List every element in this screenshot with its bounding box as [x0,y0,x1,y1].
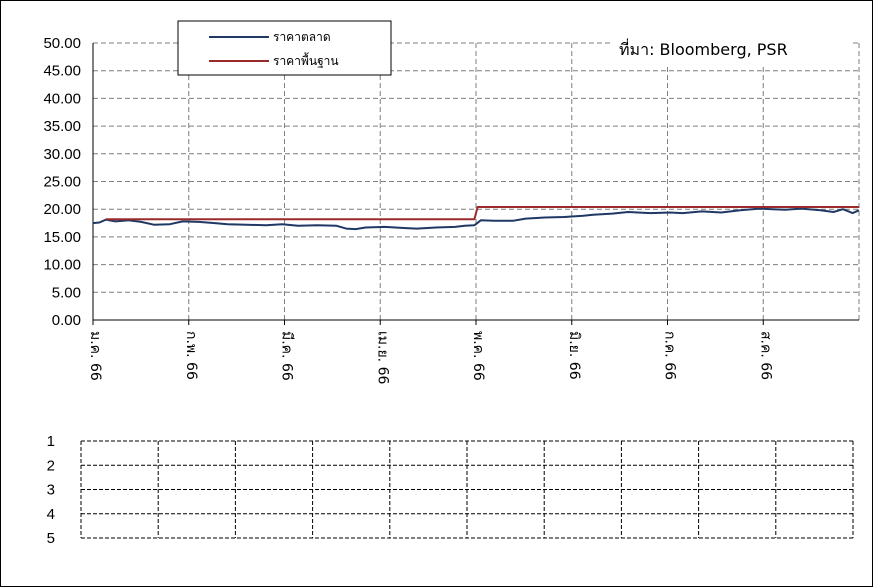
table-row-label: 5 [47,530,55,547]
y-axis-tick-labels: 0.00 5.00 10.00 15.00 20.00 25.00 30.00 35.00 40… [43,35,81,329]
x-tick-label: มิ.ย. 66 [566,331,582,380]
x-axis-tick-labels: ม.ค. 66 ก.พ. 66 มี.ค. 66 เม.ย. 66 พ.ค. 66 มิ.… [87,320,773,384]
x-tick-label: ก.พ. 66 [183,331,199,380]
y-tick-label: 20.00 [43,201,81,218]
series-line-market-price [92,207,860,231]
source-note: ที่มา: Bloomberg, PSR [619,38,788,59]
legend: ราคาตลาด ราคาพื้นฐาน [177,20,392,76]
y-tick-label: 15.00 [43,229,81,246]
table-row-label: 4 [47,506,55,523]
y-tick-label: 10.00 [43,257,81,274]
lower-table-row-labels: 1 2 3 4 5 [47,433,55,547]
price-series [92,206,860,231]
x-tick-label: ม.ค. 66 [87,331,103,381]
source-note-background [613,34,853,64]
y-tick-label: 50.00 [43,35,81,52]
table-row-label: 3 [47,482,55,499]
y-tick-label: 25.00 [43,174,81,191]
x-tick-label: มี.ค. 66 [279,331,295,381]
legend-box [177,20,392,76]
y-tick-label: 45.00 [43,63,81,80]
legend-label-fundamental-price: ราคาพื้นฐาน [273,52,339,68]
y-tick-label: 35.00 [43,118,81,135]
legend-label-market-price: ราคาตลาด [273,30,331,44]
x-tick-label: เม.ย. 66 [374,331,390,384]
y-tick-label: 30.00 [43,146,81,163]
x-tick-label: ส.ค. 66 [757,331,773,380]
table-row-label: 1 [47,433,55,450]
x-tick-label: ก.ค. 66 [662,331,678,380]
price-chart-grid [92,42,860,321]
x-tick-label: พ.ค. 66 [470,331,486,381]
y-tick-label: 5.00 [52,284,81,301]
lower-grid-table [80,440,854,539]
series-line-fundamental-price [105,206,859,221]
y-tick-label: 0.00 [52,312,81,329]
y-tick-label: 40.00 [43,90,81,107]
table-row-label: 2 [47,457,55,474]
